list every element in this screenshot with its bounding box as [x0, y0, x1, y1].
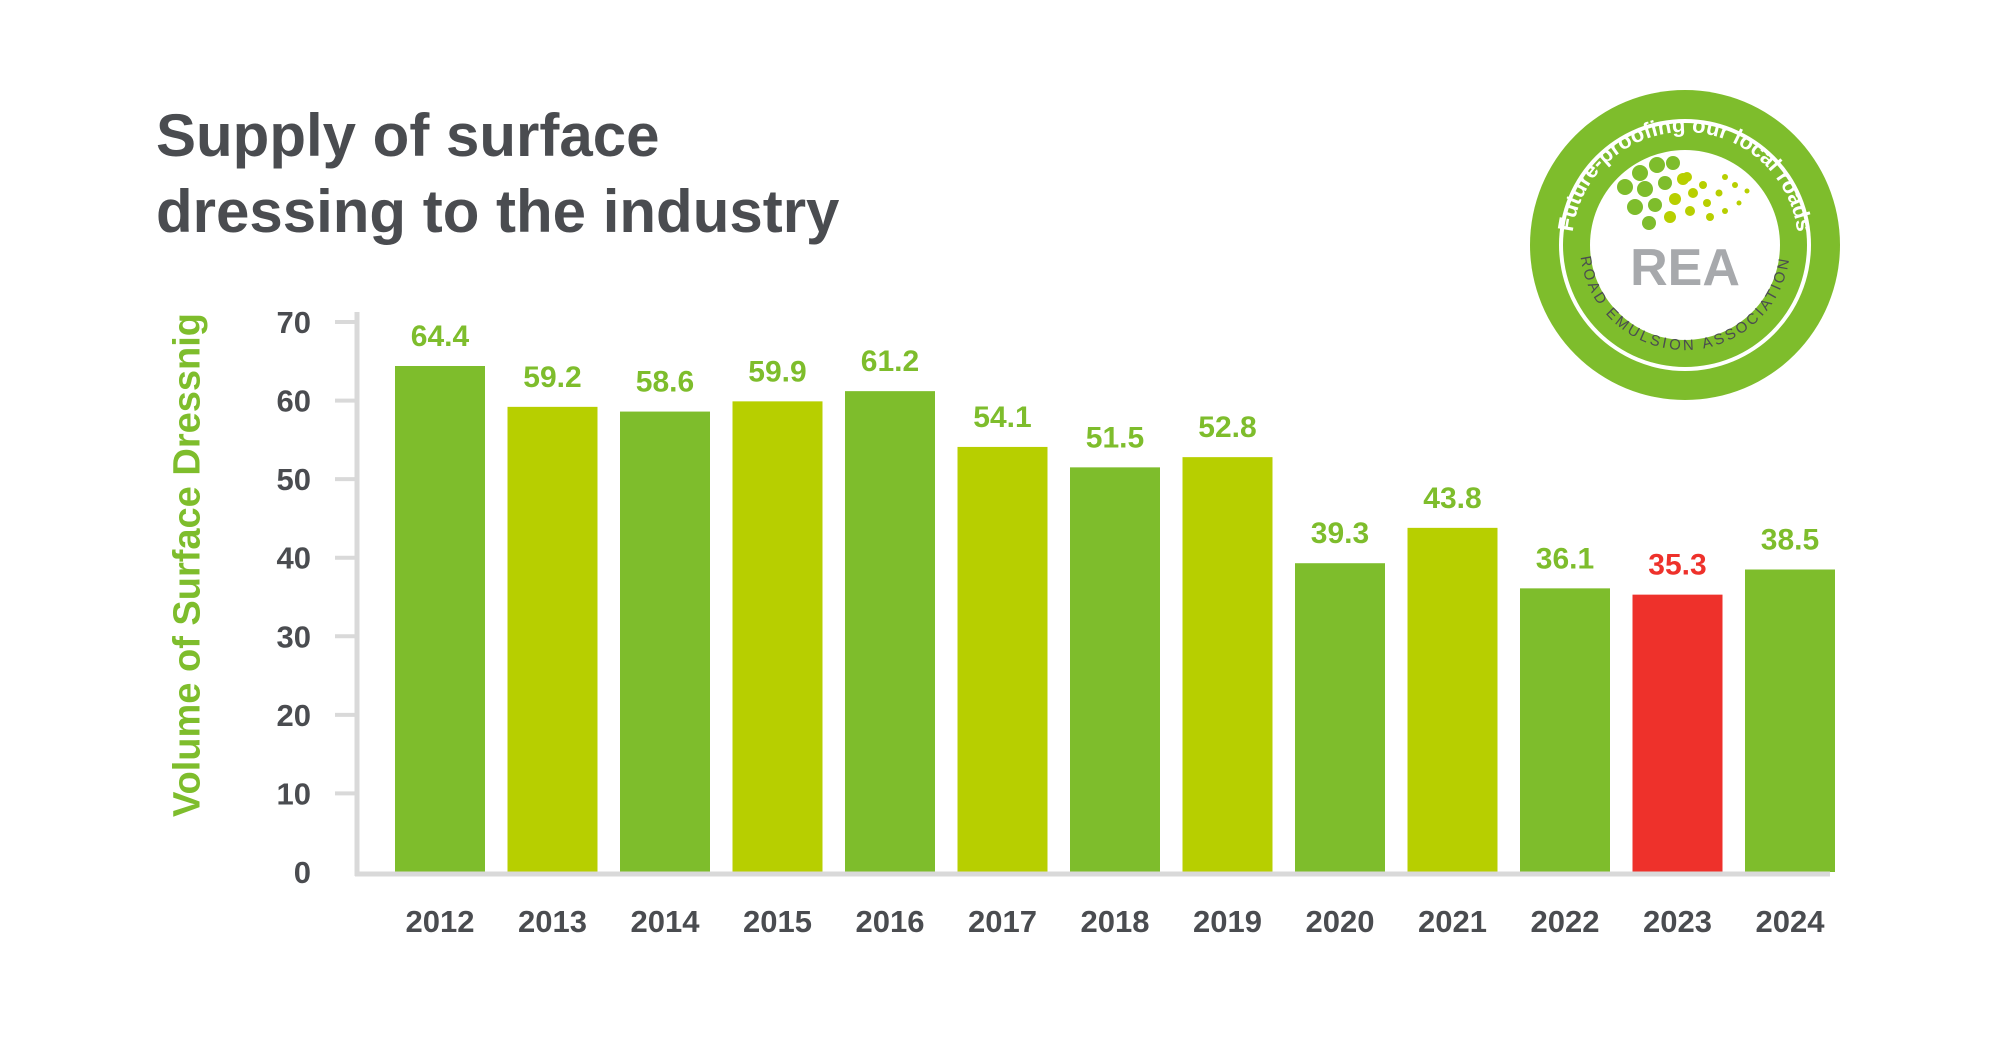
bar-2022: [1520, 588, 1610, 872]
x-tick-label-2012: 2012: [406, 904, 475, 939]
value-label-2021: 43.8: [1423, 482, 1481, 515]
rea-badge: Future-proofing our local roads ROAD EMU…: [1530, 90, 1840, 400]
bar-2012: [395, 366, 485, 872]
leaf-dot: [1617, 179, 1633, 195]
x-tick-label-2020: 2020: [1306, 904, 1375, 939]
x-tick-label-2021: 2021: [1418, 904, 1487, 939]
leaf-dot: [1699, 181, 1707, 189]
value-label-2016: 61.2: [861, 345, 919, 378]
bar-2015: [732, 401, 823, 872]
leaf-dot: [1664, 211, 1676, 223]
bar-2016: [845, 391, 935, 872]
value-label-2023: 35.3: [1648, 549, 1706, 582]
value-label-2020: 39.3: [1311, 517, 1369, 550]
x-tick-label-2016: 2016: [856, 904, 925, 939]
bar-2024: [1745, 569, 1835, 872]
leaf-dot: [1658, 176, 1672, 190]
x-tick-label-2023: 2023: [1643, 904, 1712, 939]
bar-2019: [1182, 457, 1273, 872]
leaf-dot: [1648, 198, 1662, 212]
chart-title: Supply of surface dressing to the indust…: [156, 98, 1056, 250]
value-label-2013: 59.2: [523, 361, 581, 394]
bars: [395, 366, 1835, 872]
leaf-dot: [1649, 157, 1665, 173]
x-tick-label-2014: 2014: [631, 904, 701, 939]
leaf-dot: [1736, 200, 1742, 206]
y-tick-label: 60: [277, 384, 311, 419]
x-axis-labels: 2012 2013 2014 2015 2016 2017 2018 2019 2020 2021…: [406, 904, 1826, 939]
y-axis-ticks: 0 10 20 30 40 50 60 70: [277, 305, 357, 890]
value-label-2019: 52.8: [1198, 411, 1256, 444]
bar-2014: [620, 411, 710, 872]
y-tick-label: 50: [277, 462, 311, 497]
leaf-dot: [1703, 199, 1711, 207]
value-label-2024: 38.5: [1761, 524, 1819, 557]
value-label-2015: 59.9: [748, 355, 806, 388]
leaf-dot: [1732, 182, 1738, 188]
bar-2013: [507, 406, 598, 872]
value-labels: 64.4 59.2 58.6 59.9 61.2 54.1 51.5 52.8 39.3 43.8…: [411, 320, 1819, 582]
leaf-dot: [1722, 174, 1728, 180]
x-tick-label-2015: 2015: [743, 904, 812, 939]
leaf-dot: [1632, 165, 1648, 181]
badge-logo-text: REA: [1630, 239, 1740, 297]
y-tick-label: 30: [277, 619, 311, 654]
value-label-2012: 64.4: [411, 320, 470, 353]
value-label-2018: 51.5: [1086, 421, 1144, 454]
x-tick-label-2024: 2024: [1756, 904, 1826, 939]
leaf-dot: [1744, 188, 1750, 194]
bar-2023: [1632, 594, 1723, 872]
leaf-dot: [1688, 188, 1698, 198]
x-tick-label-2013: 2013: [518, 904, 587, 939]
value-label-2022: 36.1: [1536, 542, 1594, 575]
leaf-dot: [1666, 156, 1680, 170]
y-tick-label: 0: [294, 855, 311, 890]
x-tick-label-2022: 2022: [1531, 904, 1600, 939]
leaf-dot: [1637, 181, 1653, 197]
chart-title-line-2: dressing to the industry: [156, 178, 840, 245]
value-label-2017: 54.1: [973, 401, 1031, 434]
x-tick-label-2019: 2019: [1193, 904, 1262, 939]
bar-2018: [1070, 467, 1160, 872]
leaf-dots-icon: [1617, 156, 1750, 230]
leaf-dot: [1706, 213, 1714, 221]
x-tick-label-2017: 2017: [968, 904, 1037, 939]
x-tick-label-2018: 2018: [1081, 904, 1150, 939]
leaf-dot: [1627, 199, 1643, 215]
leaf-dot: [1642, 216, 1656, 230]
leaf-dot: [1682, 172, 1692, 182]
y-tick-label: 20: [277, 698, 311, 733]
leaf-dot: [1722, 208, 1728, 214]
y-tick-label: 40: [277, 541, 311, 576]
bar-2020: [1295, 563, 1385, 872]
bar-2021: [1407, 527, 1498, 872]
y-tick-label: 70: [277, 305, 311, 340]
y-axis-title: Volume of Surface Dressnig: [166, 313, 209, 817]
y-tick-label: 10: [277, 776, 311, 811]
bar-2017: [957, 446, 1048, 872]
leaf-dot: [1669, 193, 1681, 205]
badge-center: [1590, 150, 1780, 340]
value-label-2014: 58.6: [636, 366, 694, 399]
leaf-dot: [1715, 189, 1723, 197]
leaf-dot: [1685, 206, 1695, 216]
chart-title-line-1: Supply of surface: [156, 102, 660, 169]
